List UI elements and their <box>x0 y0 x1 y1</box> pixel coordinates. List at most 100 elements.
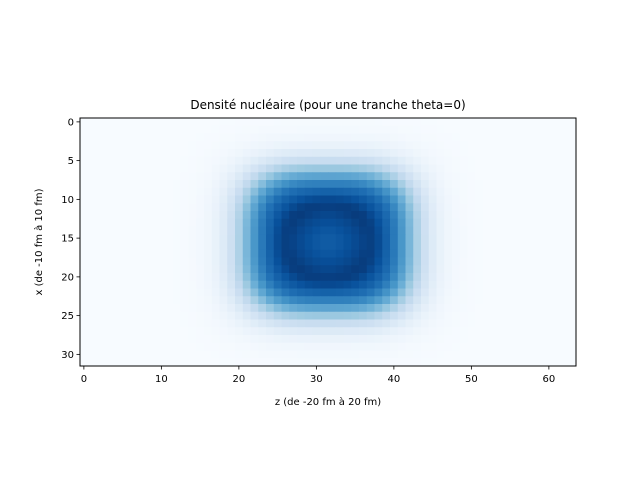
heatmap-cell <box>444 319 453 328</box>
heatmap-cell <box>134 257 143 266</box>
heatmap-cell <box>413 133 422 142</box>
heatmap-cell <box>428 203 437 212</box>
heatmap-cell <box>297 311 306 320</box>
heatmap-cell <box>188 296 197 305</box>
heatmap-cell <box>568 265 577 274</box>
heatmap-cell <box>87 156 96 165</box>
heatmap-cell <box>304 335 313 344</box>
heatmap-cell <box>180 172 189 181</box>
heatmap-cell <box>258 218 267 227</box>
heatmap-cell <box>173 211 182 220</box>
heatmap-cell <box>103 125 112 134</box>
heatmap-cell <box>250 234 259 243</box>
heatmap-cell <box>436 335 445 344</box>
heatmap-cell <box>397 280 406 289</box>
heatmap-cell <box>397 211 406 220</box>
heatmap-cell <box>436 242 445 251</box>
heatmap-cell <box>444 304 453 313</box>
heatmap-cell <box>413 280 422 289</box>
heatmap-cell <box>382 218 391 227</box>
heatmap-cell <box>483 265 492 274</box>
heatmap-cell <box>235 249 244 258</box>
heatmap-cell <box>390 118 399 127</box>
heatmap-cell <box>111 273 120 282</box>
heatmap-cell <box>242 249 251 258</box>
heatmap-cell <box>266 257 275 266</box>
heatmap-cell <box>498 172 507 181</box>
heatmap-cell <box>103 249 112 258</box>
heatmap-cell <box>188 187 197 196</box>
heatmap-cell <box>359 118 368 127</box>
heatmap-cell <box>273 273 282 282</box>
heatmap-cell <box>359 234 368 243</box>
heatmap-cell <box>204 304 213 313</box>
y-tick-label: 30 <box>61 350 74 361</box>
heatmap-cell <box>421 304 430 313</box>
heatmap-cell <box>459 296 468 305</box>
heatmap-cell <box>219 218 228 227</box>
heatmap-cell <box>103 319 112 328</box>
heatmap-cell <box>475 319 484 328</box>
heatmap-cell <box>304 180 313 189</box>
heatmap-cell <box>467 257 476 266</box>
heatmap-cell <box>390 288 399 297</box>
heatmap-cell <box>165 172 174 181</box>
heatmap-cell <box>149 226 158 235</box>
heatmap-cell <box>452 164 461 173</box>
heatmap-cell <box>281 288 290 297</box>
heatmap-cell <box>211 125 220 134</box>
heatmap-cell <box>118 226 127 235</box>
heatmap-cell <box>320 319 329 328</box>
heatmap-cell <box>134 311 143 320</box>
heatmap-cell <box>428 226 437 235</box>
heatmap-cell <box>421 358 430 367</box>
heatmap-cell <box>149 335 158 344</box>
heatmap-cell <box>413 118 422 127</box>
heatmap-cell <box>149 133 158 142</box>
heatmap-cell <box>312 172 321 181</box>
heatmap-cell <box>211 187 220 196</box>
heatmap-cell <box>227 265 236 274</box>
heatmap-cell <box>490 234 499 243</box>
heatmap-cell <box>312 273 321 282</box>
heatmap-cell <box>452 311 461 320</box>
heatmap-cell <box>483 327 492 336</box>
heatmap-cell <box>157 257 166 266</box>
heatmap-cell <box>428 304 437 313</box>
heatmap-cell <box>312 149 321 158</box>
heatmap-cell <box>459 288 468 297</box>
heatmap-cell <box>320 172 329 181</box>
heatmap-cell <box>552 211 561 220</box>
heatmap-cell <box>436 218 445 227</box>
heatmap-cell <box>328 203 337 212</box>
heatmap-cell <box>204 203 213 212</box>
heatmap-cell <box>390 249 399 258</box>
heatmap-cell <box>343 172 352 181</box>
heatmap-cell <box>374 156 383 165</box>
heatmap-cell <box>80 358 89 367</box>
heatmap-cell <box>537 280 546 289</box>
heatmap-cell <box>180 319 189 328</box>
heatmap-cell <box>359 296 368 305</box>
heatmap-cell <box>142 156 151 165</box>
heatmap-cell <box>227 342 236 351</box>
heatmap-cell <box>560 319 569 328</box>
heatmap-cell <box>266 296 275 305</box>
heatmap-cell <box>304 358 313 367</box>
heatmap-cell <box>483 118 492 127</box>
heatmap-cell <box>95 265 104 274</box>
heatmap-cell <box>475 133 484 142</box>
heatmap-cell <box>382 327 391 336</box>
heatmap-cell <box>483 304 492 313</box>
heatmap-cell <box>258 180 267 189</box>
heatmap-cell <box>258 125 267 134</box>
heatmap-cell <box>320 234 329 243</box>
heatmap-cell <box>560 335 569 344</box>
heatmap-cell <box>242 280 251 289</box>
heatmap-cell <box>273 311 282 320</box>
heatmap-cell <box>390 133 399 142</box>
heatmap-cell <box>320 249 329 258</box>
heatmap-cell <box>281 311 290 320</box>
heatmap-cell <box>134 149 143 158</box>
heatmap-cell <box>560 195 569 204</box>
